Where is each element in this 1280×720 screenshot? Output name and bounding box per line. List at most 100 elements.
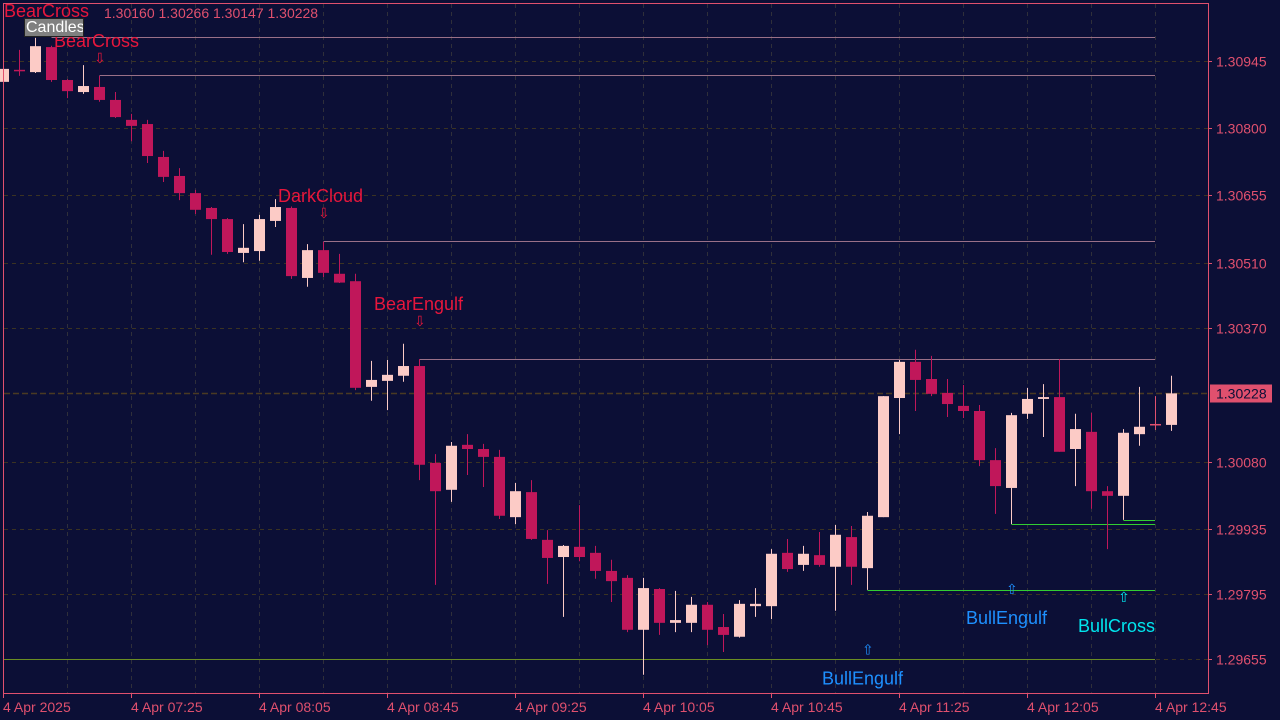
candles-object-label[interactable]: Candles — [24, 18, 84, 37]
time-label: 4 Apr 2025 — [3, 699, 71, 715]
bull-candle — [254, 214, 265, 261]
candle-body — [14, 69, 25, 72]
bull-candle — [1022, 387, 1033, 419]
candle-body — [542, 539, 553, 558]
arrow-up-icon: ⇧ — [862, 642, 874, 658]
candle-body — [126, 119, 137, 126]
time-axis[interactable]: 4 Apr 2025 4 Apr 07:25 4 Apr 08:05 4 Apr 08… — [3, 693, 1227, 715]
bull-candle — [30, 37, 41, 74]
time-label: 4 Apr 10:05 — [643, 699, 715, 715]
candle-body — [302, 250, 313, 278]
candle-body — [862, 515, 873, 569]
bear-candle — [94, 75, 105, 102]
bull-candle — [670, 590, 681, 633]
candle-body — [574, 546, 585, 558]
bear-candle — [286, 206, 297, 279]
bear-candle — [654, 588, 665, 635]
signal-bullengulf: ⇧ BullEngulf — [822, 642, 904, 688]
candle-body — [974, 410, 985, 461]
current-price-label: 1.30228 — [1216, 386, 1267, 402]
candle-body — [334, 273, 345, 283]
candle-body — [1150, 423, 1161, 426]
candle-body — [990, 460, 1001, 487]
candle-body — [158, 156, 169, 177]
candle-body — [46, 47, 57, 81]
candle-body — [318, 250, 329, 273]
candle-body — [558, 545, 569, 558]
price-label: 1.29935 — [1216, 522, 1267, 538]
bull-candle — [862, 512, 873, 590]
bull-candle — [734, 600, 745, 638]
bear-candle — [590, 545, 601, 579]
bear-candle — [430, 454, 441, 585]
candle-body — [878, 396, 889, 518]
bear-candle — [174, 168, 185, 201]
arrow-down-icon: ⇩ — [318, 206, 330, 222]
bull-candle — [798, 545, 809, 571]
bull-candle — [1118, 429, 1129, 520]
candle-body — [1038, 397, 1049, 399]
signal-label: DarkCloud — [278, 186, 363, 206]
candle-body — [190, 193, 201, 210]
bear-candle — [718, 614, 729, 653]
ohlc-readout: 1.30160 1.30266 1.30147 1.30228 — [104, 5, 319, 21]
bear-candle — [814, 531, 825, 567]
candle-body — [782, 552, 793, 570]
time-label: 4 Apr 08:05 — [259, 699, 331, 715]
level-lines — [3, 37, 1155, 660]
bear-candle — [494, 449, 505, 520]
price-label: 1.30655 — [1216, 188, 1267, 204]
time-label: 4 Apr 07:25 — [131, 699, 203, 715]
candles — [0, 37, 1177, 675]
candle-body — [494, 456, 505, 516]
candle-body — [366, 379, 377, 387]
candle-body — [414, 366, 425, 465]
candle-body — [382, 374, 393, 381]
bull-candle — [1134, 386, 1145, 446]
bull-candle — [766, 549, 777, 620]
bull-candle — [1070, 413, 1081, 487]
bear-candle — [350, 273, 361, 391]
bear-candle — [942, 379, 953, 418]
candle-body — [142, 124, 153, 157]
bear-candle — [206, 207, 217, 255]
bear-candle — [926, 355, 937, 397]
candle-body — [702, 604, 713, 630]
bear-candle — [222, 218, 233, 254]
bear-candle — [846, 525, 857, 585]
bull-candle — [830, 525, 841, 611]
bear-candle — [46, 45, 57, 82]
bull-candle — [638, 577, 649, 675]
arrow-up-icon: ⇧ — [1118, 590, 1130, 606]
signal-label: BullEngulf — [966, 608, 1048, 628]
bear-candle — [974, 404, 985, 467]
candle-body — [798, 553, 809, 565]
bear-candle — [318, 241, 329, 278]
candle-body — [814, 555, 825, 565]
bull-candle — [0, 65, 9, 83]
candle-body — [606, 570, 617, 582]
bull-candle — [238, 224, 249, 263]
arrow-down-icon: ⇩ — [94, 51, 106, 67]
bull-candle — [1166, 375, 1177, 431]
candle-body — [222, 219, 233, 252]
bear-candle — [622, 575, 633, 633]
candle-body — [670, 620, 681, 623]
bear-candle — [1054, 359, 1065, 452]
time-label: 4 Apr 08:45 — [387, 699, 459, 715]
bear-candle — [142, 119, 153, 163]
candle-body — [1054, 397, 1065, 452]
bull-candle — [1006, 412, 1017, 525]
signal-bearengulf: ⇩BearEngulf — [374, 294, 464, 330]
bull-candle — [878, 396, 889, 518]
bull-candle — [382, 360, 393, 411]
bear-candle — [1150, 396, 1161, 431]
candle-body — [30, 46, 41, 73]
bear-candle — [462, 434, 473, 475]
signal-label: BullEngulf — [822, 668, 904, 688]
candle-body — [958, 405, 969, 411]
price-axis[interactable]: 1.30945 1.30800 1.30655 1.30510 1.30370 1.300… — [1208, 54, 1272, 668]
bull-candle — [366, 360, 377, 401]
candle-body — [510, 491, 521, 518]
